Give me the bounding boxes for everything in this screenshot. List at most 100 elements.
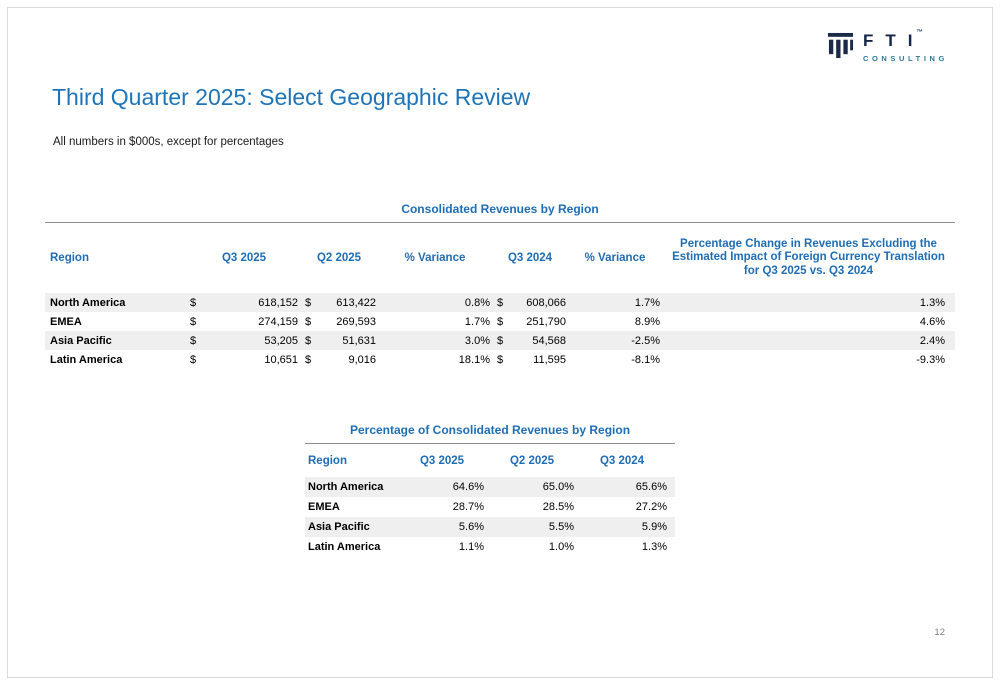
revenue-table: Region Q3 2025 Q2 2025 % Variance Q3 202… [45,223,955,369]
cell-q3-2024: $11,595 [492,350,568,369]
cell-q3-2025: $10,651 [188,350,300,369]
header-variance-q3-2024: % Variance [584,252,646,264]
revenue-table-section: Consolidated Revenues by Region Region Q… [45,202,955,369]
cell-region: North America [308,481,384,493]
cell-region: EMEA [308,501,340,513]
table-row: Latin America $10,651 $9,016 18.1% $11,5… [45,350,955,369]
cell-fx-change: 2.4% [919,334,945,347]
currency-symbol: $ [497,296,504,309]
cell-q2-2025: $51,631 [300,331,378,350]
logo-text-block: FTI™ CONSULTING [862,29,948,63]
cell-value: 618,152 [258,296,298,309]
cell-variance-q3-2024: 8.9% [634,315,660,328]
cell-variance-q3-2024: 1.7% [634,296,660,309]
header-region: Region [50,252,89,264]
header-q3-2024: Q3 2024 [507,252,553,264]
cell-value: 251,790 [526,315,566,328]
table-row: North America 64.6% 65.0% 65.6% [305,477,675,497]
cell-q3-2024: $54,568 [492,331,568,350]
cell-q3-2025: $53,205 [188,331,300,350]
table-row: EMEA 28.7% 28.5% 27.2% [305,497,675,517]
currency-symbol: $ [305,296,312,309]
cell-region: North America [50,296,126,309]
currency-symbol: $ [305,315,312,328]
cell-variance-q2: 3.0% [464,334,490,347]
cell-region: Latin America [308,541,381,553]
header-q3-2024: Q3 2024 [599,454,645,467]
cell-value: 54,568 [532,334,566,347]
page-subtitle: All numbers in $000s, except for percent… [53,136,284,148]
percentage-table-title: Percentage of Consolidated Revenues by R… [349,423,631,437]
page-number: 12 [934,627,945,638]
cell-region: EMEA [50,315,82,328]
revenue-header-row: Region Q3 2025 Q2 2025 % Variance Q3 202… [45,223,955,293]
currency-symbol: $ [190,353,197,366]
cell-region: Latin America [50,353,123,366]
cell-variance-q3-2024: -8.1% [631,353,660,366]
cell-value: 11,595 [533,353,566,366]
cell-q3-2025: $274,159 [188,312,300,331]
cell-q3-2024: $251,790 [492,312,568,331]
cell-variance-q2: 1.7% [464,315,490,328]
cell-q3-2024: $608,066 [492,293,568,312]
table-row: Asia Pacific $53,205 $51,631 3.0% $54,56… [45,331,955,350]
currency-symbol: $ [190,296,197,309]
currency-symbol: $ [497,353,504,366]
cell-q3-2024: 65.6% [635,481,667,493]
header-variance-q2: % Variance [404,252,466,264]
cell-q2-2025: 5.5% [548,521,574,533]
currency-symbol: $ [190,315,197,328]
header-q2-2025: Q2 2025 [509,454,555,467]
header-q3-2025: Q3 2025 [221,252,267,264]
cell-value: 269,593 [336,315,376,328]
cell-variance-q2: 0.8% [464,296,490,309]
logo-brand-text: FTI [862,31,925,50]
cell-value: 10,651 [264,353,298,366]
table-row: North America $618,152 $613,422 0.8% $60… [45,293,955,312]
table-row: Asia Pacific 5.6% 5.5% 5.9% [305,517,675,537]
cell-region: Asia Pacific [50,334,112,347]
cell-q3-2025: 28.7% [452,501,484,513]
cell-q3-2025: 1.1% [458,541,484,553]
currency-symbol: $ [497,315,504,328]
percentage-table-rule [305,443,675,444]
cell-q2-2025: 1.0% [548,541,574,553]
cell-q2-2025: 28.5% [542,501,574,513]
cell-q3-2025: 5.6% [458,521,484,533]
revenue-table-title: Consolidated Revenues by Region [401,202,599,216]
cell-variance-q2: 18.1% [458,353,490,366]
cell-q3-2024: 1.3% [641,541,667,553]
cell-q2-2025: $613,422 [300,293,378,312]
cell-value: 608,066 [526,296,566,309]
page-title: Third Quarter 2025: Select Geographic Re… [52,84,531,110]
currency-symbol: $ [190,334,197,347]
header-region: Region [308,454,347,467]
cell-value: 9,016 [348,353,376,366]
cell-value: 51,631 [342,334,376,347]
cell-q2-2025: $9,016 [300,350,378,369]
cell-q2-2025: 65.0% [542,481,574,493]
cell-region: Asia Pacific [308,521,370,533]
logo-consulting-text: CONSULTING [862,54,948,63]
cell-variance-q3-2024: -2.5% [631,334,660,347]
table-row: EMEA $274,159 $269,593 1.7% $251,790 8.9… [45,312,955,331]
logo-brand: FTI™ [862,29,948,50]
cell-value: 274,159 [258,315,298,328]
cell-fx-change: -9.3% [916,353,945,366]
percentage-table-section: Percentage of Consolidated Revenues by R… [305,423,675,557]
cell-fx-change: 1.3% [919,296,945,309]
header-q3-2025: Q3 2025 [419,454,465,467]
cell-value: 613,422 [336,296,376,309]
trademark-symbol: ™ [916,29,923,36]
cell-value: 53,205 [264,334,298,347]
currency-symbol: $ [305,334,312,347]
revenue-table-rule [45,222,955,223]
fti-columns-icon [827,32,854,59]
header-q2-2025: Q2 2025 [316,252,362,264]
fti-logo: FTI™ CONSULTING [827,29,948,63]
currency-symbol: $ [497,334,504,347]
percentage-header-row: Region Q3 2025 Q2 2025 Q3 2024 [305,444,675,477]
percentage-table: Region Q3 2025 Q2 2025 Q3 2024 North Ame… [305,444,675,557]
cell-q3-2024: 27.2% [635,501,667,513]
